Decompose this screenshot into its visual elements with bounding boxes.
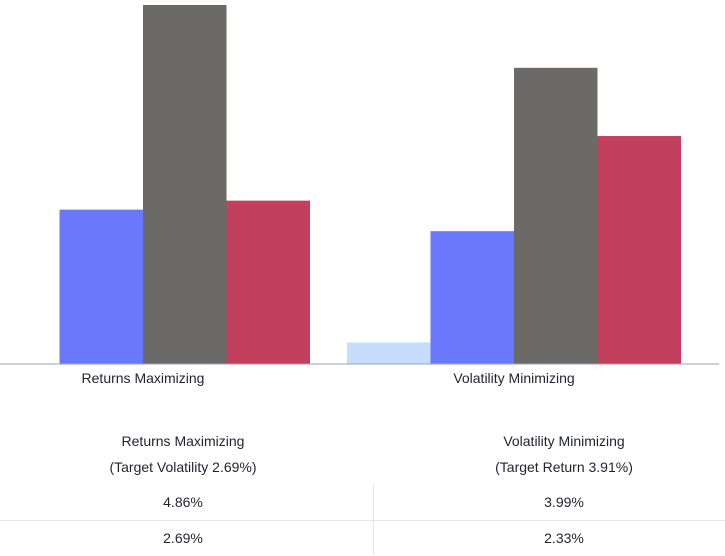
table-cell: 4.86% — [163, 494, 203, 510]
bar-returns-maximizing-series-3 — [143, 5, 227, 364]
table-header-title: Returns Maximizing — [121, 433, 245, 449]
table-row: 4.86% 3.99% — [0, 485, 725, 520]
table-header-subtitle: (Target Volatility 2.69%) — [109, 459, 257, 475]
category-label-returns-maximizing: Returns Maximizing — [82, 370, 205, 386]
bar-returns-maximizing-series-2 — [59, 209, 143, 364]
bar-volatility-minimizing-series-3 — [514, 67, 598, 364]
table-header-title: Volatility Minimizing — [503, 433, 625, 449]
bar-volatility-minimizing-series-2 — [430, 231, 514, 364]
table-cell: 2.33% — [544, 530, 584, 546]
bar-chart: Returns Maximizing Volatility Minimizing — [0, 5, 719, 386]
table-header-subtitle: (Target Return 3.91%) — [495, 459, 633, 475]
table-cell: 3.99% — [544, 494, 584, 510]
table-row: 2.69% 2.33% — [0, 520, 725, 556]
table-column-divider — [373, 485, 374, 554]
table-header-returns-maximizing: Returns Maximizing (Target Volatility 2.… — [53, 428, 313, 480]
bar-returns-maximizing-series-4 — [226, 200, 310, 364]
table-cell: 2.69% — [163, 530, 203, 546]
bar-volatility-minimizing-series-4 — [597, 136, 681, 364]
chart-bars — [59, 5, 681, 364]
bar-volatility-minimizing-series-1 — [347, 342, 431, 364]
table-header-volatility-minimizing: Volatility Minimizing (Target Return 3.9… — [434, 428, 694, 480]
category-label-volatility-minimizing: Volatility Minimizing — [453, 370, 574, 386]
